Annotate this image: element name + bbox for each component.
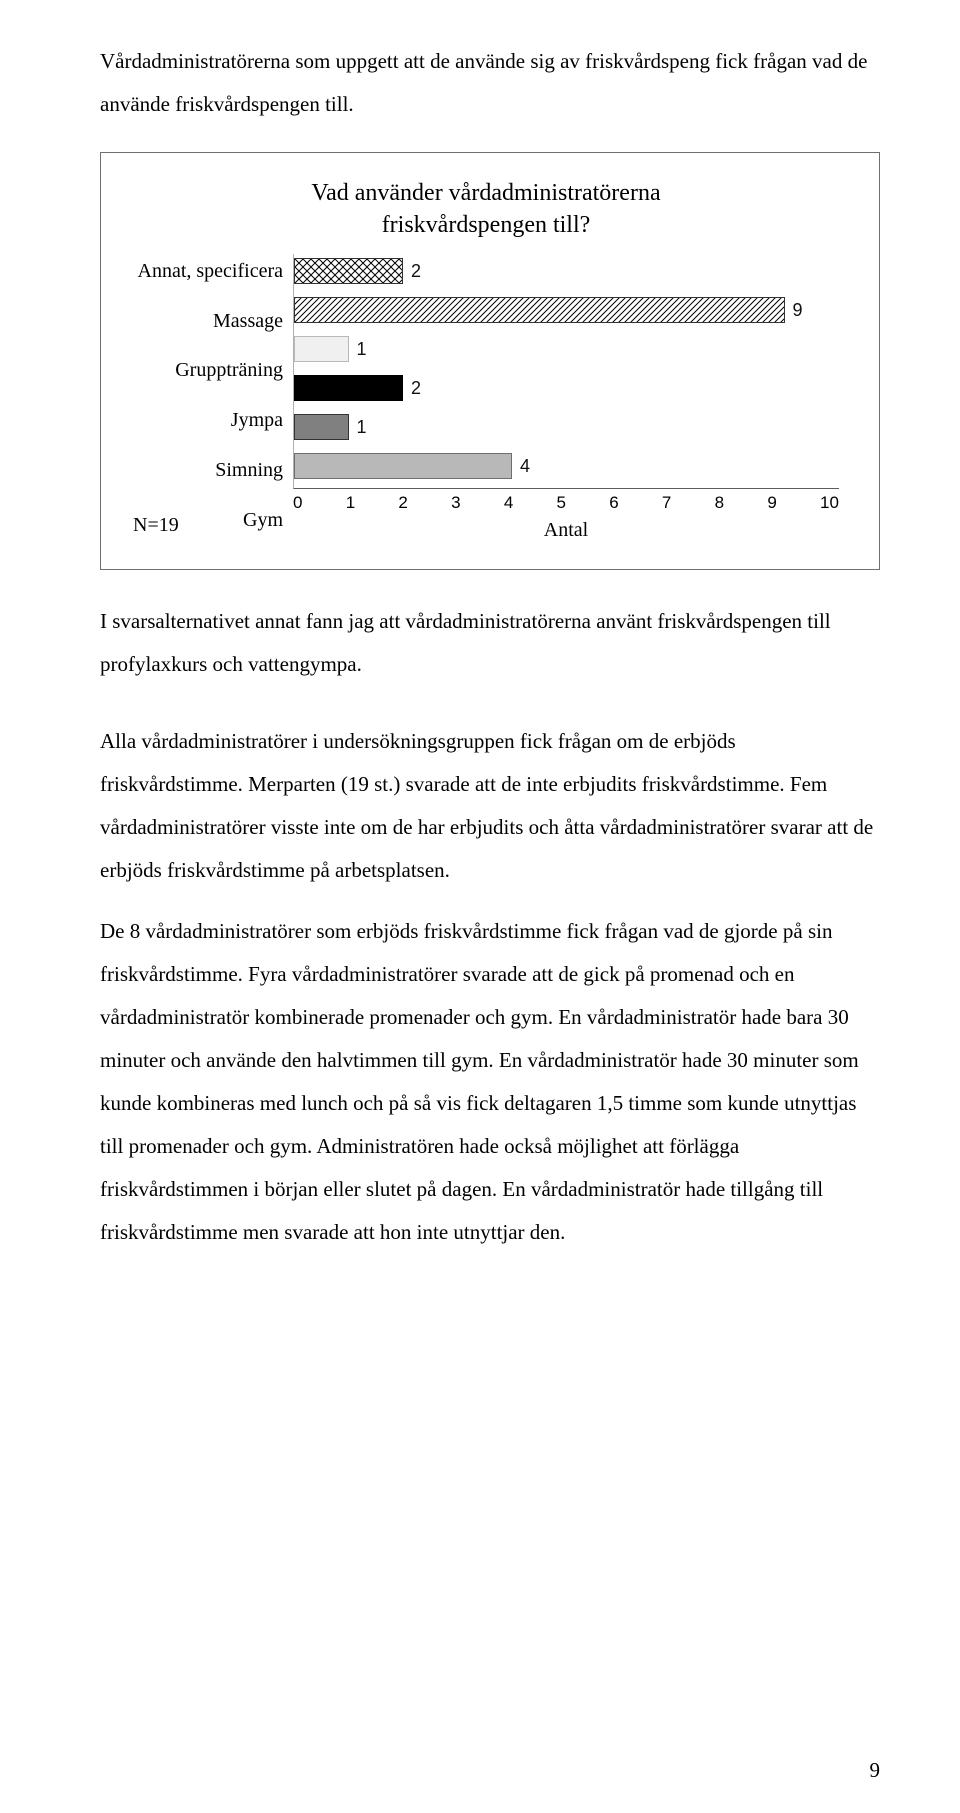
xtick-7: 7 (662, 493, 671, 513)
bar-1 (294, 297, 785, 323)
bar-value-label-2: 1 (357, 339, 367, 360)
page: Vårdadministratörerna som uppgett att de… (0, 0, 960, 1813)
bar-2 (294, 336, 349, 362)
bar-3 (294, 375, 403, 401)
xtick-1: 1 (346, 493, 355, 513)
ylabel-4: Simning (215, 453, 283, 488)
xtick-10: 10 (820, 493, 839, 513)
xtick-2: 2 (398, 493, 407, 513)
bar-5 (294, 453, 512, 479)
paragraph-2: I svarsalternativet annat fann jag att v… (100, 600, 880, 686)
chart-body: Annat, specificera Massage Gruppträning … (133, 250, 839, 542)
chart-plot-bars: 2 9 1 2 1 4 (293, 254, 839, 489)
ylabel-2: Gruppträning (175, 353, 283, 388)
xtick-3: 3 (451, 493, 460, 513)
xtick-0: 0 (293, 493, 302, 513)
ylabel-1: Massage (213, 304, 283, 339)
bar-value-label-3: 2 (411, 378, 421, 399)
bar-row-5: 4 (294, 449, 839, 484)
chart-xticks: 0 1 2 3 4 5 6 7 8 9 10 (293, 493, 839, 513)
bar-row-1: 9 (294, 293, 839, 328)
paragraph-4: De 8 vårdadministratörer som erbjöds fri… (100, 910, 880, 1254)
bar-0 (294, 258, 403, 284)
ylabel-0: Annat, specificera (138, 254, 283, 289)
paragraph-3: Alla vårdadministratörer i undersöknings… (100, 720, 880, 892)
ylabel-5: Gym (243, 503, 283, 538)
page-number: 9 (870, 1758, 881, 1783)
chart-xaxis-label: Antal (293, 519, 839, 542)
chart-title: Vad använder vårdadministratörerna frisk… (216, 177, 756, 242)
xtick-8: 8 (715, 493, 724, 513)
bar-row-0: 2 (294, 254, 839, 289)
chart-plot-area: 2 9 1 2 1 4 0 1 2 3 4 5 6 7 8 9 10 Antal (283, 250, 839, 542)
ylabel-3: Jympa (231, 403, 283, 438)
bar-row-4: 1 (294, 410, 839, 445)
bar-value-label-5: 4 (520, 456, 530, 477)
chart-container: Vad använder vårdadministratörerna frisk… (100, 152, 880, 570)
chart-title-line2: friskvårdspengen till? (382, 212, 591, 238)
bar-value-label-1: 9 (793, 300, 803, 321)
bar-row-2: 1 (294, 332, 839, 367)
bar-4 (294, 414, 349, 440)
chart-ylabels: Annat, specificera Massage Gruppträning … (133, 250, 283, 542)
xtick-9: 9 (767, 493, 776, 513)
bar-value-label-0: 2 (411, 261, 421, 282)
bar-row-3: 2 (294, 371, 839, 406)
intro-paragraph: Vårdadministratörerna som uppgett att de… (100, 40, 880, 126)
xtick-6: 6 (609, 493, 618, 513)
xtick-5: 5 (557, 493, 566, 513)
bar-value-label-4: 1 (357, 417, 367, 438)
chart-title-line1: Vad använder vårdadministratörerna (311, 180, 660, 206)
xtick-4: 4 (504, 493, 513, 513)
